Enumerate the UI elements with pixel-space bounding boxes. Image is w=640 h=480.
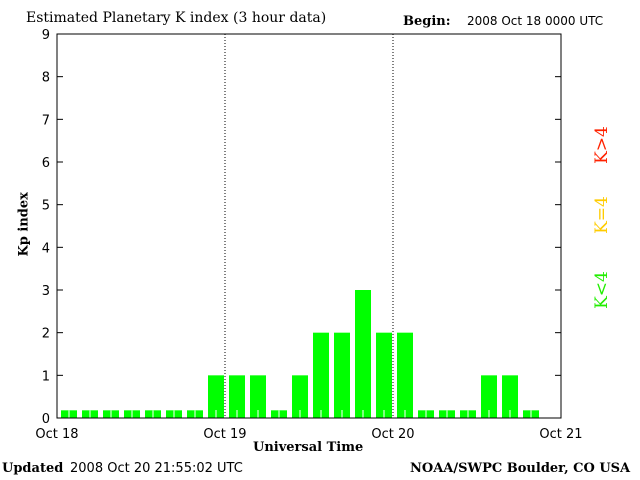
begin-value: 2008 Oct 18 0000 UTC — [467, 14, 604, 28]
y-tick-label: 5 — [42, 199, 50, 214]
kp-bar — [397, 332, 413, 418]
y-axis-label: Kp index — [16, 192, 32, 257]
begin-label: Begin: — [403, 14, 451, 29]
x-tick-label: Oct 20 — [371, 427, 414, 442]
y-tick-label: 7 — [42, 113, 50, 128]
kp-bar — [229, 375, 245, 418]
kp-bar — [502, 375, 518, 418]
y-tick-label: 1 — [42, 369, 50, 384]
legend-mid: K=4 — [592, 196, 612, 234]
kp-bar — [250, 375, 266, 418]
plot-frame — [56, 33, 562, 419]
legend-high: K>4 — [592, 126, 612, 164]
kp-bar — [292, 375, 308, 418]
kp-bar — [355, 290, 371, 418]
x-axis-label: Universal Time — [253, 440, 364, 455]
y-tick-label: 8 — [42, 71, 50, 86]
x-tick-label: Oct 18 — [35, 427, 78, 442]
source-credit: NOAA/SWPC Boulder, CO USA — [410, 461, 631, 476]
y-tick-label: 0 — [42, 412, 50, 427]
legend-low: K<4 — [592, 271, 612, 309]
x-tick-label: Oct 19 — [203, 427, 246, 442]
kp-bar — [313, 332, 329, 418]
updated-value: 2008 Oct 20 21:55:02 UTC — [70, 461, 243, 476]
updated-label: Updated — [2, 461, 64, 476]
kp-bar — [376, 332, 392, 418]
kp-bar — [334, 332, 350, 418]
kp-bar — [481, 375, 497, 418]
chart-title: Estimated Planetary K index (3 hour data… — [26, 10, 327, 26]
y-tick-label: 4 — [42, 241, 50, 256]
x-tick-label: Oct 21 — [539, 427, 582, 442]
kp-bar — [208, 375, 224, 418]
y-tick-label: 3 — [42, 284, 50, 299]
y-tick-label: 9 — [42, 28, 50, 43]
y-tick-label: 6 — [42, 156, 50, 171]
y-tick-label: 2 — [42, 327, 50, 342]
